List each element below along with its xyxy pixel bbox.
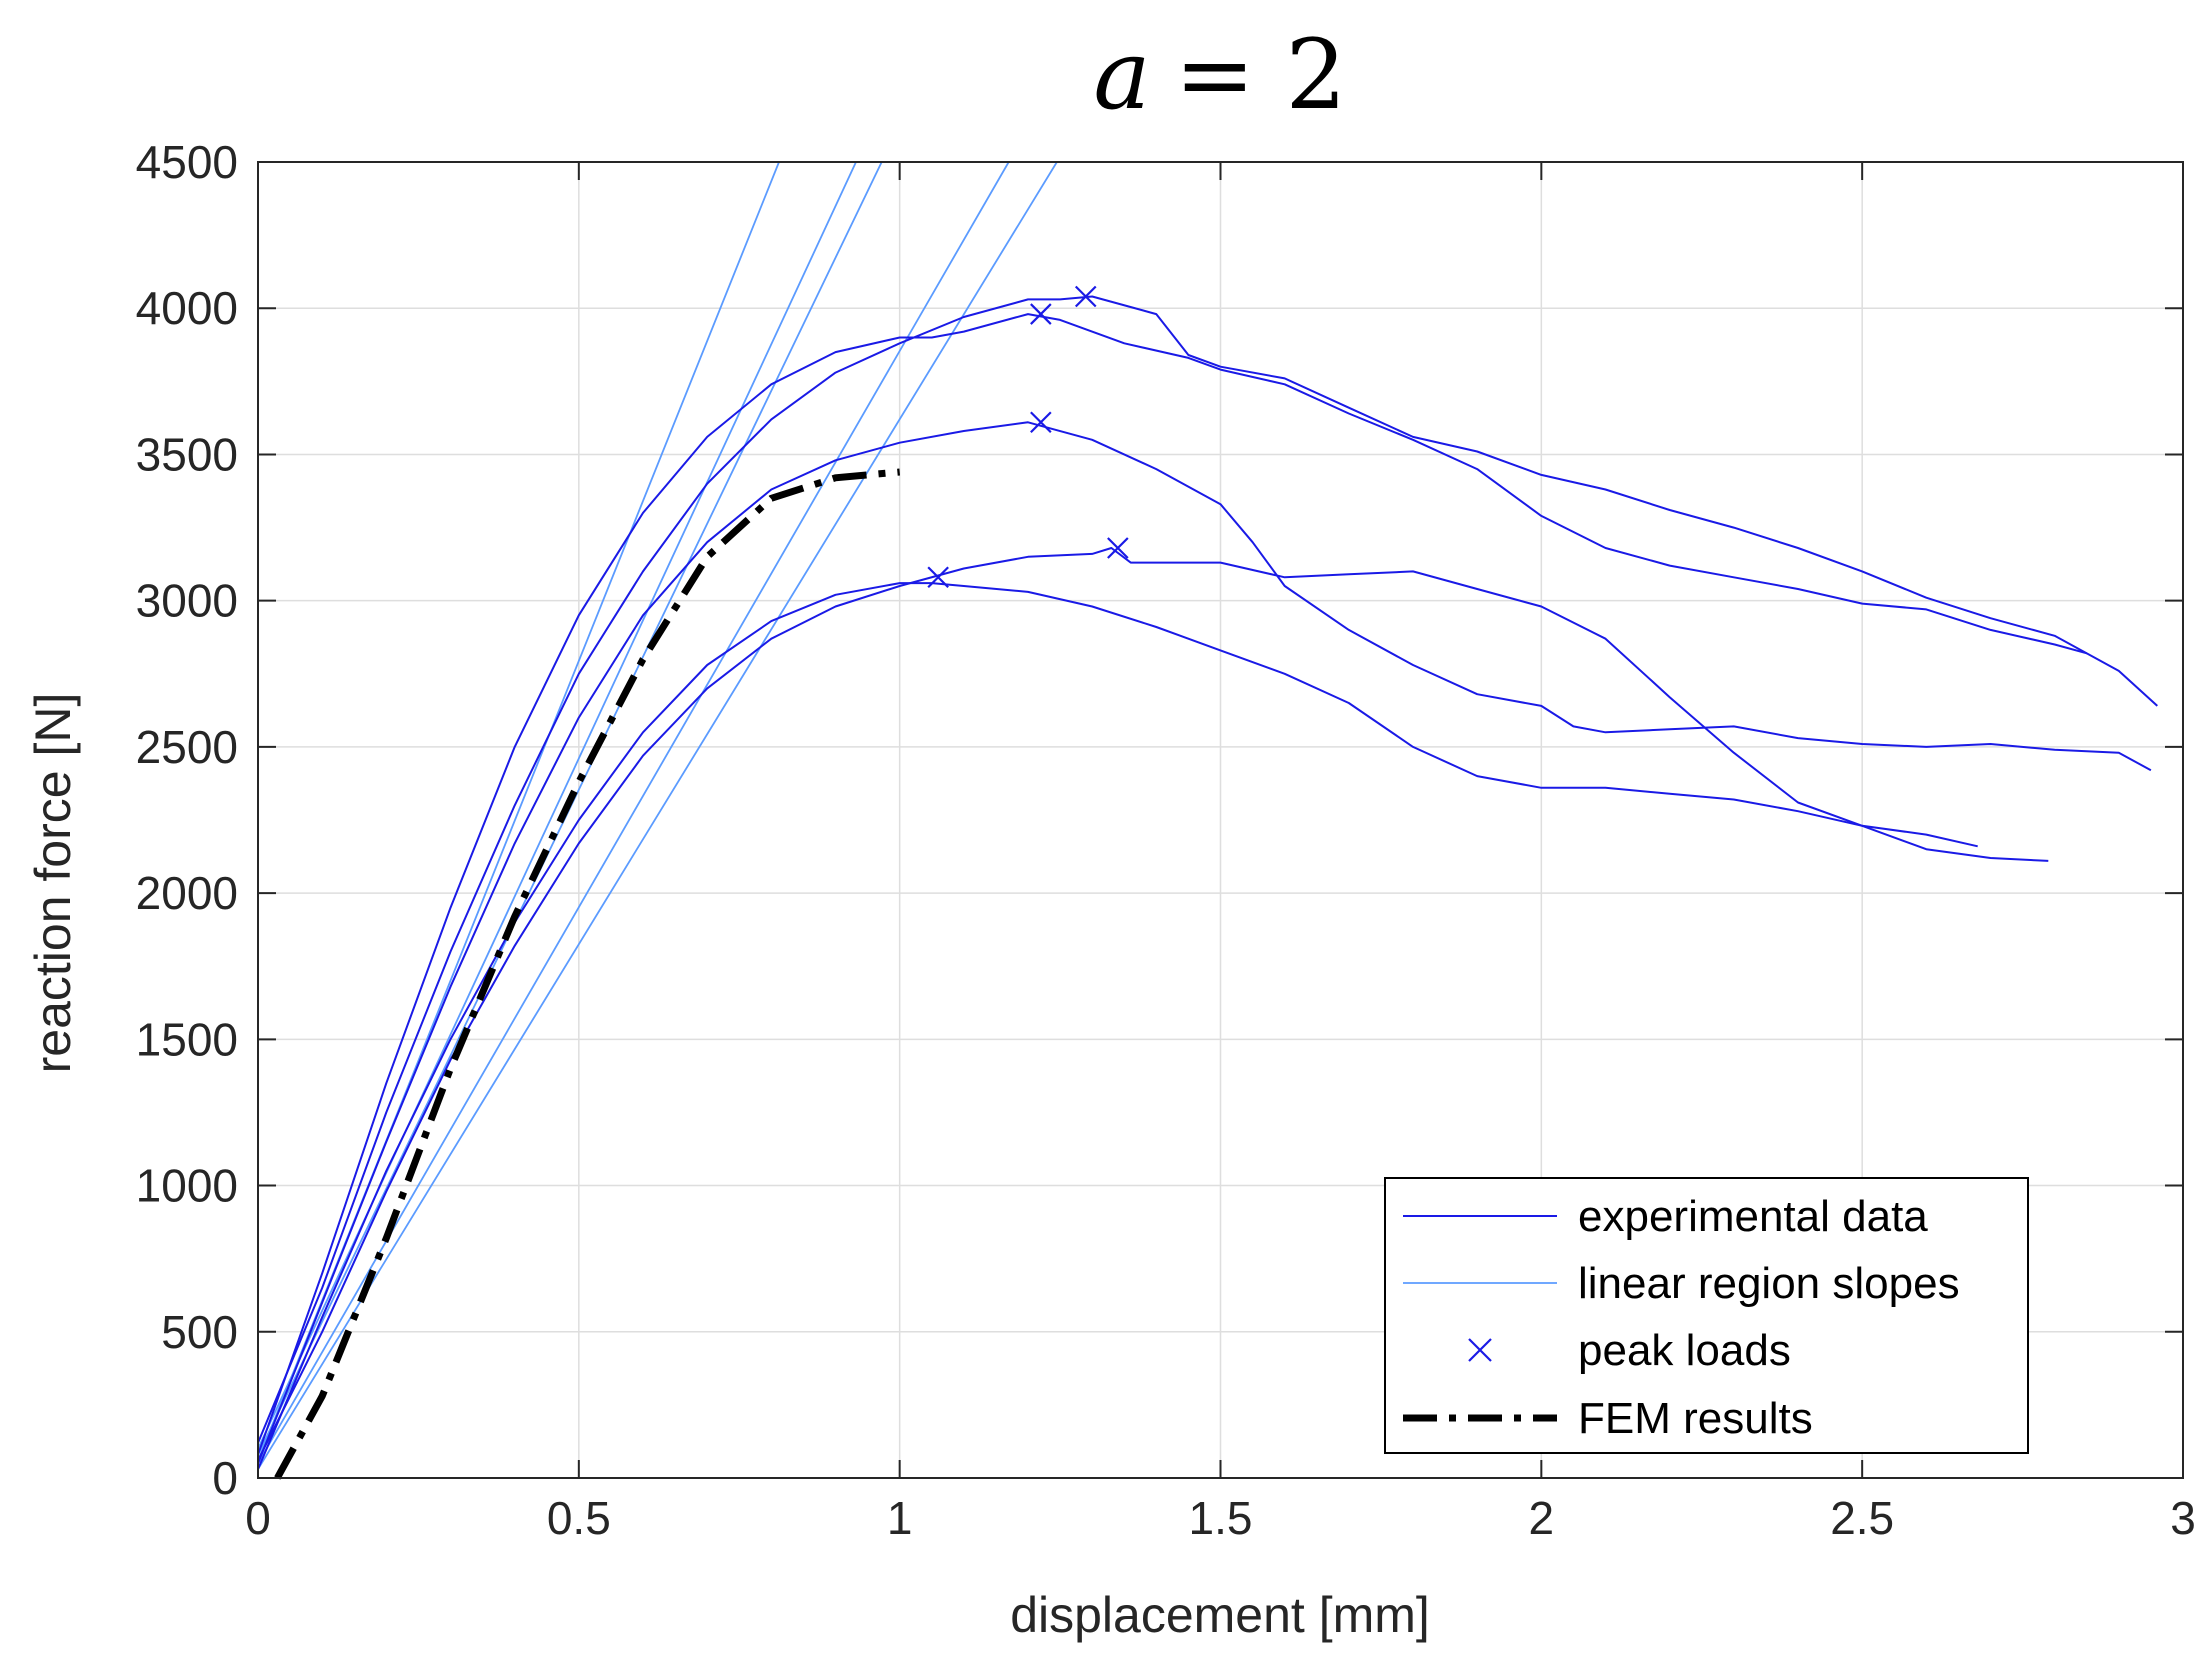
chart-title: a = 2: [1093, 19, 1346, 131]
y-tick-label: 1000: [136, 1160, 238, 1212]
y-tick-label: 0: [212, 1452, 238, 1504]
legend-box: [1384, 1177, 2029, 1454]
y-tick-label: 4000: [136, 282, 238, 334]
y-tick-label: 4500: [136, 136, 238, 188]
legend-label: linear region slopes: [1578, 1259, 1960, 1308]
experimental-curve-3: [257, 421, 2152, 1464]
x-axis-label: displacement [mm]: [1010, 1587, 1430, 1643]
grid: [258, 162, 2183, 1478]
peak-marker-1: [1030, 303, 1052, 325]
slope-line-2: [258, 162, 857, 1450]
fem-results: [274, 468, 901, 1480]
y-tick-label: 2500: [136, 721, 238, 773]
y-tick-label: 3500: [136, 428, 238, 480]
legend: experimental data linear region slopes pea…: [1384, 1177, 2029, 1454]
y-tick-label: 1500: [136, 1013, 238, 1065]
peak-loads: [927, 285, 1129, 589]
experimental-curve-4: [257, 582, 2049, 1470]
peak-marker-3: [1030, 411, 1052, 434]
x-tick-label: 2: [1529, 1492, 1555, 1544]
peak-marker-4: [927, 566, 949, 589]
x-tick-label: 0: [245, 1492, 271, 1544]
tick-labels: 0 0.5 1 1.5 2 2.5 3 0 500 1000 1500 2000 2500 3000 350…: [136, 136, 2196, 1544]
x-tick-label: 2.5: [1830, 1492, 1894, 1544]
y-tick-label: 500: [161, 1306, 238, 1358]
legend-label: experimental data: [1578, 1192, 1928, 1241]
peak-marker-2: [1074, 285, 1097, 308]
y-tick-label: 3000: [136, 575, 238, 627]
experimental-curve-1: [257, 313, 2088, 1455]
x-tick-label: 0.5: [547, 1492, 611, 1544]
legend-label: FEM results: [1578, 1394, 1813, 1443]
linear-region-slopes: [258, 162, 1058, 1470]
slope-line-5: [258, 162, 1058, 1470]
axes: [257, 161, 2184, 1479]
legend-swatch-peak: [1468, 1338, 1492, 1362]
experimental-data: [257, 295, 2158, 1470]
x-tick-label: 1.5: [1189, 1492, 1253, 1544]
x-tick-label: 1: [887, 1492, 913, 1544]
experimental-curve-2: [257, 295, 2158, 1444]
chart-title-eq: = 2: [1175, 19, 1347, 131]
slope-line-4: [258, 162, 1010, 1464]
legend-label: peak loads: [1578, 1326, 1791, 1375]
x-tick-label: 3: [2170, 1492, 2196, 1544]
fem-curve: [274, 468, 901, 1480]
experimental-curve-5: [257, 547, 1978, 1461]
chart-title-var: a: [1093, 19, 1150, 131]
peak-marker-5: [1107, 537, 1129, 559]
y-tick-label: 2000: [136, 867, 238, 919]
y-axis-label: reaction force [N]: [25, 693, 81, 1074]
